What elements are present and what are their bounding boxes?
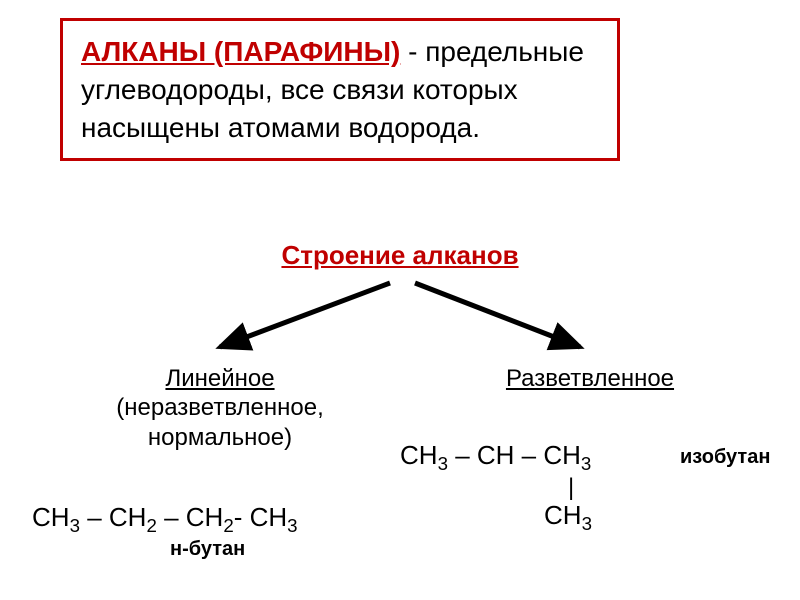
branch-left: Линейное (неразветвленное, нормальное): [60, 365, 380, 453]
formula-branched-line1: CH3 – CH – CH3: [400, 440, 591, 475]
label-n-butane: н-бутан: [170, 538, 245, 561]
arrow-left: [220, 283, 390, 347]
formula-linear: CH3 – CH2 – CH2- CH3: [32, 502, 298, 537]
arrow-right: [415, 283, 580, 347]
branch-right-label: Разветвленное: [400, 365, 780, 393]
branch-arrows: [180, 275, 620, 365]
formula-branched-bond: |: [568, 474, 574, 502]
branch-left-sub: (неразветвленное, нормальное): [60, 393, 380, 453]
branch-right: Разветвленное: [400, 365, 780, 393]
formula-branched-line2: CH3: [544, 500, 592, 535]
label-isobutane: изобутан: [680, 446, 770, 469]
definition-line: АЛКАНЫ (ПАРАФИНЫ) - предельные углеводор…: [81, 33, 599, 146]
definition-box: АЛКАНЫ (ПАРАФИНЫ) - предельные углеводор…: [60, 18, 620, 161]
definition-title: АЛКАНЫ (ПАРАФИНЫ): [81, 36, 400, 67]
branch-left-label: Линейное: [60, 365, 380, 393]
structure-heading: Строение алканов: [0, 240, 800, 271]
